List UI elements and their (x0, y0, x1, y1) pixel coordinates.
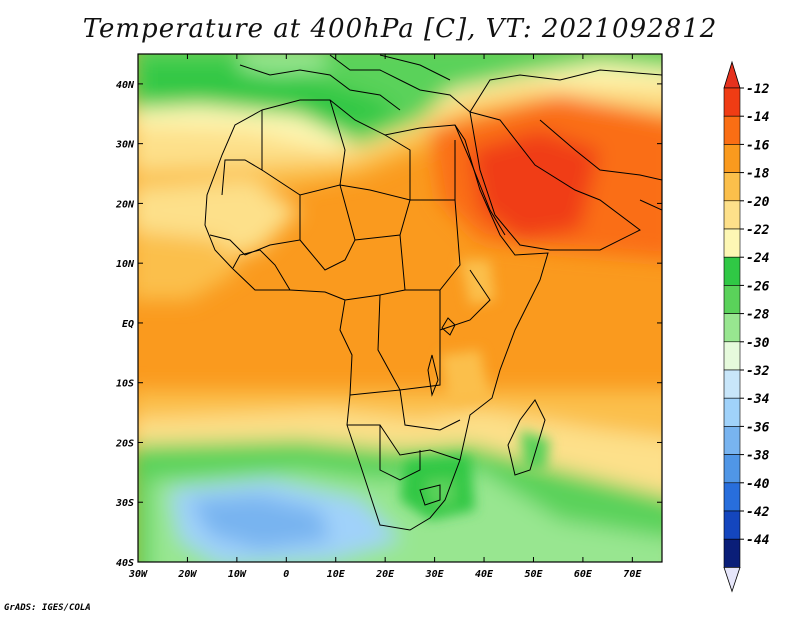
lon-tick-label: 70E (623, 569, 642, 580)
lat-tick-label: 20S (115, 438, 134, 449)
colorbar-label: -32 (746, 364, 770, 379)
lat-tick-label: EQ (122, 319, 134, 330)
colorbar-swatch (723, 200, 741, 230)
coastlines (204, 54, 662, 531)
colorbar-label: -34 (746, 392, 770, 407)
lon-tick-label: 0 (283, 569, 289, 580)
colorbar-bottom-arrow (723, 567, 741, 593)
colorbar-swatch (723, 454, 741, 484)
colorbar-swatch (723, 510, 741, 540)
colorbar-swatch (723, 172, 741, 202)
lon-tick-label: 10E (327, 569, 346, 580)
lat-tick-label: 40S (116, 558, 134, 569)
colorbar-label: -26 (746, 279, 770, 294)
lat-tick-label: 40N (116, 80, 135, 91)
colorbar-label: -42 (746, 505, 770, 520)
colorbar-swatch (723, 115, 741, 145)
colorbar-label: -18 (746, 167, 770, 182)
map-title: Temperature at 400hPa [C], VT: 202109281… (82, 14, 718, 44)
lon-tick-label: 10W (228, 569, 247, 580)
colorbar-swatch (723, 313, 741, 343)
lon-tick-label: 60E (574, 569, 593, 580)
axis-ticks: 30W 20W 10W 0 10E 20E 30E 40E 50E 60E 70E 40N 30N 20N… (115, 54, 662, 580)
colorbar-top-arrow (723, 60, 741, 89)
colorbar-swatch (723, 285, 741, 314)
colorbar-swatch (723, 482, 741, 512)
colorbar-label: -16 (746, 138, 770, 153)
lat-tick-label: 30N (115, 140, 135, 151)
colorbar-label: -40 (746, 477, 770, 492)
colorbar-swatch (723, 426, 741, 455)
colorbar-label: -28 (746, 308, 770, 323)
colorbar-swatch (723, 369, 741, 399)
colorbar-swatch (723, 256, 741, 286)
colorbar-label: -22 (746, 223, 770, 238)
colorbar-swatch (723, 228, 741, 258)
colorbar-label: -30 (746, 336, 770, 351)
grads-credit: GrADS: IGES/COLA (4, 603, 91, 613)
colorbar-label: -36 (746, 420, 770, 435)
map-frame (137, 53, 663, 563)
colorbar-label: -14 (746, 110, 770, 125)
colorbar-swatch (723, 87, 741, 117)
lon-tick-label: 40E (475, 569, 494, 580)
lat-tick-label: 20N (115, 199, 135, 210)
colorbar-label: -12 (746, 82, 770, 97)
lon-tick-label: 20W (177, 569, 197, 580)
colorbar: -12 -14 -16 -18 -20 -22 -24 -26 -28 -30 -32 -34 -36 -… (723, 60, 770, 593)
lon-tick-label: 30E (425, 569, 445, 580)
colorbar-swatch (723, 341, 741, 371)
colorbar-swatch (723, 538, 741, 568)
lon-tick-label: 50E (524, 569, 543, 580)
lat-tick-label: 30S (115, 498, 134, 509)
lat-tick-label: 10N (116, 259, 135, 270)
colorbar-swatch (723, 144, 741, 173)
colorbar-label: -24 (746, 251, 770, 266)
colorbar-label: -38 (746, 449, 770, 464)
colorbar-swatch (723, 397, 741, 427)
colorbar-label: -20 (746, 195, 770, 210)
colorbar-label: -44 (746, 533, 770, 548)
lon-tick-label: 20E (375, 569, 395, 580)
lat-tick-label: 10S (116, 379, 134, 390)
temperature-field (138, 54, 662, 562)
lon-tick-label: 30W (128, 569, 148, 580)
